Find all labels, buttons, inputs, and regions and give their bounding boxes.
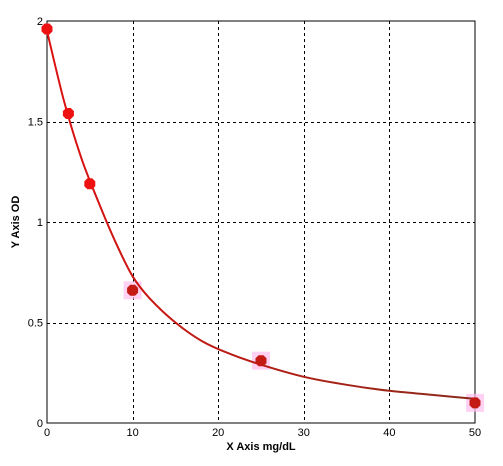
x-tick-label: 30 — [298, 427, 310, 439]
x-tick-label: 40 — [383, 427, 395, 439]
data-point — [41, 23, 53, 35]
x-tick-label: 50 — [469, 427, 481, 439]
plot-frame — [46, 20, 476, 424]
data-point — [469, 397, 481, 409]
x-axis-label: X Axis mg/dL — [226, 441, 296, 453]
data-point — [84, 178, 96, 190]
x-tick-label: 0 — [44, 427, 50, 439]
y-tick-label: 1 — [37, 217, 43, 229]
tick-labels: 0 10 20 30 40 50 0 0.5 1 1.5 2 — [28, 16, 481, 439]
y-tick-label: 1.5 — [28, 117, 43, 129]
y-axis-label: Y Axis OD — [10, 196, 22, 249]
data-points — [41, 23, 481, 409]
y-tick-label: 0 — [37, 418, 43, 430]
y-tick-label: 2 — [37, 16, 43, 28]
data-point — [62, 108, 74, 119]
x-tick-label: 10 — [126, 427, 138, 439]
data-point — [127, 284, 139, 296]
data-point — [255, 355, 267, 367]
grid — [47, 21, 475, 423]
curve-halo — [123, 281, 484, 412]
fit-curve — [46, 30, 476, 400]
y-tick-label: 0.5 — [28, 318, 43, 330]
x-tick-label: 20 — [212, 427, 224, 439]
